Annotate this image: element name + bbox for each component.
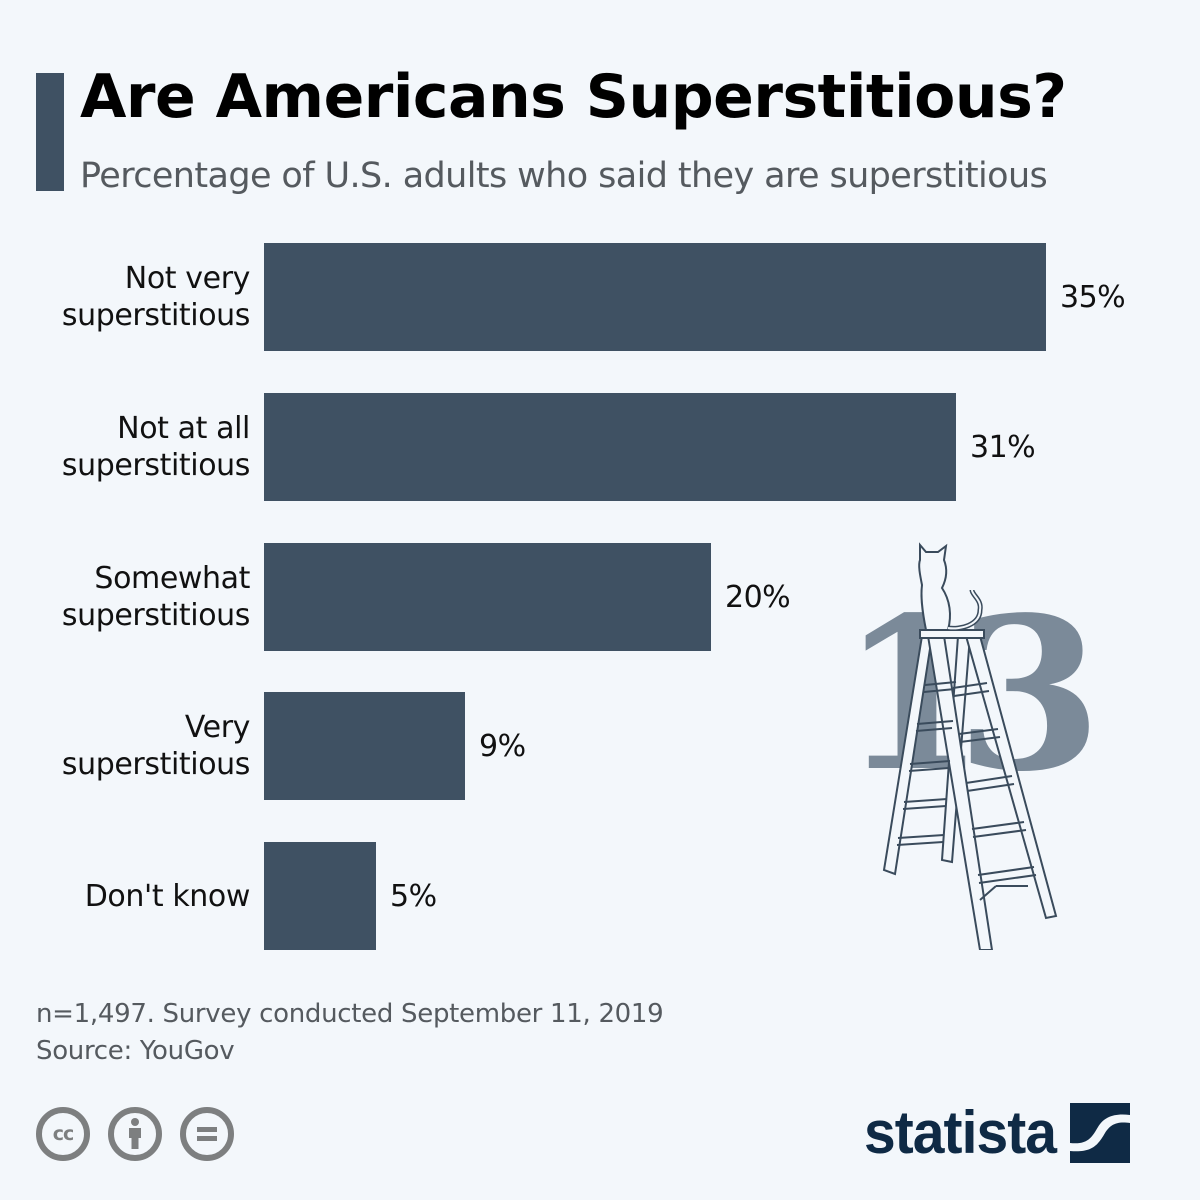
bar-row: Not very superstitious 35% xyxy=(0,243,1200,351)
title-accent-bar xyxy=(36,73,64,191)
cat-ladder-13-illustration: 13 xyxy=(840,542,1119,950)
chart-title: Are Americans Superstitious? xyxy=(80,62,1067,132)
value-label: 35% xyxy=(1060,279,1126,315)
category-label: Somewhat superstitious xyxy=(61,561,251,633)
bar xyxy=(264,543,711,651)
bar xyxy=(264,692,465,800)
category-label: Don't know xyxy=(84,878,251,914)
statista-logo-mark-icon xyxy=(1070,1102,1131,1163)
bar xyxy=(264,243,1046,351)
bar xyxy=(264,842,376,950)
cc-icon[interactable]: cc xyxy=(36,1107,90,1161)
bar-row: Very superstitious 9% xyxy=(0,692,1200,800)
bar-row: Somewhat superstitious 20% xyxy=(0,543,1200,651)
bar-row: Not at all superstitious 31% xyxy=(0,393,1200,501)
category-label: Not very superstitious xyxy=(61,261,251,333)
category-label: Very superstitious xyxy=(61,710,251,782)
value-label: 20% xyxy=(725,579,791,615)
statista-logo[interactable]: statista xyxy=(864,1098,1131,1167)
value-label: 31% xyxy=(970,429,1036,465)
source-note: Source: YouGov xyxy=(36,1036,235,1066)
bar xyxy=(264,393,956,501)
equals-icon xyxy=(197,1127,217,1141)
value-label: 5% xyxy=(390,878,437,914)
category-label: Not at all superstitious xyxy=(61,411,251,483)
chart-subtitle: Percentage of U.S. adults who said they … xyxy=(80,156,1048,196)
person-icon xyxy=(129,1118,141,1149)
attribution-icon[interactable] xyxy=(108,1107,162,1161)
sample-note: n=1,497. Survey conducted September 11, … xyxy=(36,999,664,1029)
no-derivatives-icon[interactable] xyxy=(180,1107,234,1161)
value-label: 9% xyxy=(479,728,526,764)
footnotes: n=1,497. Survey conducted September 11, … xyxy=(36,996,664,1070)
bar-row: Don't know 5% xyxy=(0,842,1200,950)
